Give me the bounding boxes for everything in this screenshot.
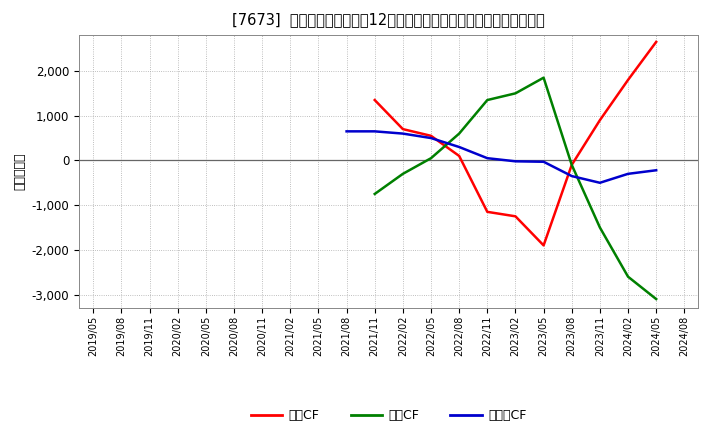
- 営業CF: [399, 126, 408, 132]
- 営業CF: [624, 77, 632, 83]
- フリーCF: [539, 159, 548, 165]
- 投資CF: [483, 97, 492, 103]
- 営業CF: [427, 133, 436, 139]
- フリーCF: [567, 173, 576, 179]
- 営業CF: [370, 97, 379, 103]
- フリーCF: [624, 171, 632, 176]
- フリーCF: [370, 129, 379, 134]
- 投資CF: [652, 297, 660, 302]
- Title: [7673]  キャッシュフローの12か月移動合計の対前年同期増減額の推移: [7673] キャッシュフローの12か月移動合計の対前年同期増減額の推移: [233, 12, 545, 27]
- フリーCF: [652, 168, 660, 173]
- 投資CF: [511, 91, 520, 96]
- フリーCF: [427, 136, 436, 141]
- 営業CF: [511, 214, 520, 219]
- 投資CF: [624, 274, 632, 279]
- 投資CF: [539, 75, 548, 81]
- フリーCF: [399, 131, 408, 136]
- 投資CF: [455, 131, 464, 136]
- 投資CF: [595, 225, 604, 230]
- 投資CF: [399, 171, 408, 176]
- フリーCF: [342, 129, 351, 134]
- 投資CF: [567, 162, 576, 168]
- 営業CF: [539, 243, 548, 248]
- フリーCF: [511, 159, 520, 164]
- Legend: 営業CF, 投資CF, フリーCF: 営業CF, 投資CF, フリーCF: [246, 404, 531, 427]
- 投資CF: [427, 156, 436, 161]
- 営業CF: [483, 209, 492, 214]
- 投資CF: [370, 191, 379, 197]
- 営業CF: [595, 117, 604, 123]
- Line: フリーCF: フリーCF: [346, 132, 656, 183]
- フリーCF: [595, 180, 604, 185]
- Line: 営業CF: 営業CF: [374, 42, 656, 246]
- 営業CF: [652, 39, 660, 44]
- フリーCF: [483, 156, 492, 161]
- フリーCF: [455, 144, 464, 150]
- Y-axis label: （百万円）: （百万円）: [13, 153, 26, 191]
- Line: 投資CF: 投資CF: [374, 78, 656, 299]
- 営業CF: [567, 162, 576, 168]
- 営業CF: [455, 153, 464, 158]
